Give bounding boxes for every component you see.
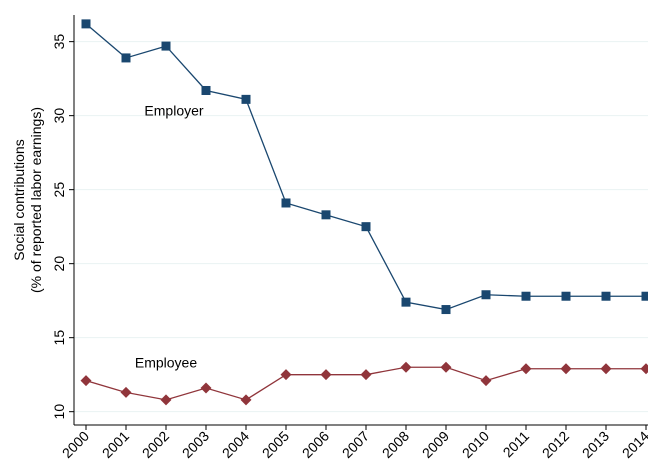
x-tick-label: 2001: [99, 428, 132, 461]
marker: [161, 41, 171, 51]
series-label: Employee: [135, 354, 197, 370]
marker: [81, 19, 91, 29]
x-tick-label: 2011: [500, 428, 533, 461]
marker: [361, 222, 371, 232]
x-tick-label: 2010: [459, 428, 492, 461]
marker: [640, 363, 648, 375]
marker: [641, 291, 648, 301]
marker: [561, 291, 571, 301]
x-tick-label: 2003: [179, 428, 212, 461]
marker: [521, 291, 531, 301]
y-tick-label: 25: [51, 182, 67, 198]
x-tick-label: 2004: [219, 428, 252, 461]
marker: [281, 198, 291, 208]
y-axis-label: Social contributions: [11, 139, 27, 260]
marker: [600, 363, 612, 375]
x-tick-label: 2000: [59, 428, 92, 461]
marker: [560, 363, 572, 375]
y-tick-label: 20: [51, 256, 67, 272]
x-tick-label: 2009: [419, 428, 452, 461]
x-tick-label: 2007: [339, 428, 372, 461]
x-tick-label: 2014: [619, 428, 648, 461]
marker: [280, 369, 292, 381]
marker: [160, 394, 172, 406]
series-label: Employer: [144, 103, 203, 119]
marker: [520, 363, 532, 375]
marker: [201, 85, 211, 95]
y-tick-label: 30: [51, 108, 67, 124]
marker: [200, 382, 212, 394]
marker: [481, 290, 491, 300]
marker: [400, 361, 412, 373]
x-tick-label: 2002: [139, 428, 172, 461]
marker: [360, 369, 372, 381]
marker: [240, 394, 252, 406]
marker: [401, 297, 411, 307]
x-tick-label: 2012: [539, 428, 572, 461]
y-axis-label: (% of reported labor earnings): [28, 107, 44, 293]
marker: [441, 305, 451, 315]
x-tick-label: 2013: [579, 428, 612, 461]
x-tick-label: 2006: [299, 428, 332, 461]
marker: [121, 53, 131, 63]
marker: [120, 386, 132, 398]
x-tick-label: 2008: [379, 428, 412, 461]
marker: [321, 210, 331, 220]
marker: [320, 369, 332, 381]
series-line: [85, 23, 646, 311]
marker: [601, 291, 611, 301]
marker: [241, 94, 251, 104]
y-tick-label: 15: [51, 330, 67, 346]
x-tick-label: 2005: [259, 428, 292, 461]
y-tick-label: 35: [51, 34, 67, 50]
marker: [480, 375, 492, 387]
y-tick-label: 10: [51, 404, 67, 420]
marker: [440, 361, 452, 373]
marker: [80, 375, 92, 387]
